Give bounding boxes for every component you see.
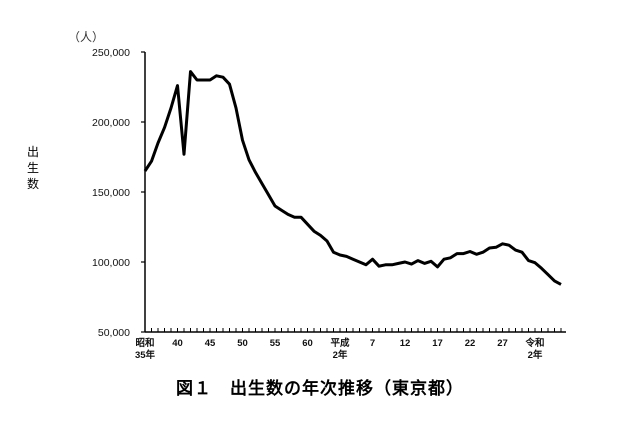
y-tick-label: 100,000: [92, 257, 130, 269]
y-unit-label: （人）: [68, 30, 105, 44]
axes: [144, 52, 566, 333]
x-tick-label: 12: [400, 338, 411, 349]
y-axis-label: 出生数: [26, 145, 39, 191]
x-tick-label: 35年: [135, 349, 156, 361]
x-tick-label: 40: [172, 338, 183, 349]
x-tick-label: 55: [270, 338, 281, 349]
x-tick-label: 平成: [330, 337, 350, 349]
x-tick-label: 45: [205, 338, 216, 349]
y-tick-label: 50,000: [98, 327, 130, 339]
x-tick-label: 2年: [528, 349, 543, 361]
x-tick-label: 昭和: [135, 337, 154, 349]
y-tick-label: 150,000: [92, 187, 130, 199]
y-tick-label: 250,000: [92, 47, 130, 59]
x-tick-label: 7: [370, 338, 375, 349]
x-tick-label: 50: [237, 338, 248, 349]
x-tick-label: 17: [432, 338, 443, 349]
x-tick-label: 令和: [524, 337, 544, 349]
y-tick-label: 200,000: [92, 117, 130, 129]
y-axis-ticks: 50,000 100,000 150,000 200,000 250,000: [92, 47, 145, 339]
x-tick-label: 22: [465, 338, 476, 349]
x-tick-label: 2年: [333, 349, 348, 361]
x-tick-label: 27: [497, 338, 508, 349]
x-tick-label: 60: [302, 338, 313, 349]
births-line: [143, 70, 562, 286]
chart-title: 図１ 出生数の年次推移（東京都）: [176, 379, 464, 399]
